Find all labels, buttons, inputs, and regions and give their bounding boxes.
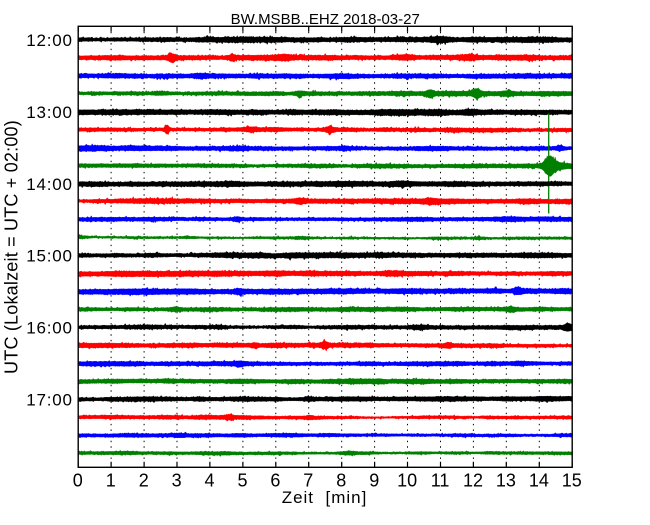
svg-text:6: 6 [270, 470, 280, 490]
svg-text:15:00: 15:00 [26, 247, 73, 266]
svg-text:14: 14 [529, 470, 549, 490]
svg-text:13: 13 [496, 470, 516, 490]
svg-text:13:00: 13:00 [26, 103, 73, 122]
svg-text:0: 0 [73, 470, 83, 490]
svg-text:12: 12 [463, 470, 483, 490]
svg-text:16:00: 16:00 [26, 319, 73, 338]
svg-text:3: 3 [172, 470, 182, 490]
svg-text:4: 4 [204, 470, 214, 490]
svg-text:15: 15 [562, 470, 582, 490]
svg-text:11: 11 [431, 470, 450, 490]
svg-text:Zeit [min]: Zeit [min] [282, 488, 368, 507]
svg-text:BW.MSBB..EHZ 2018-03-27: BW.MSBB..EHZ 2018-03-27 [231, 11, 420, 28]
svg-text:17:00: 17:00 [26, 390, 73, 409]
svg-text:10: 10 [397, 470, 417, 490]
svg-text:7: 7 [303, 470, 313, 490]
svg-text:5: 5 [237, 470, 247, 490]
svg-text:UTC (Lokalzeit = UTC + 02:00): UTC (Lokalzeit = UTC + 02:00) [2, 120, 22, 374]
svg-text:9: 9 [369, 470, 379, 490]
svg-text:8: 8 [336, 470, 346, 490]
svg-text:1: 1 [106, 470, 116, 490]
svg-text:2: 2 [139, 470, 149, 490]
svg-text:14:00: 14:00 [26, 175, 73, 194]
svg-text:12:00: 12:00 [26, 31, 73, 50]
